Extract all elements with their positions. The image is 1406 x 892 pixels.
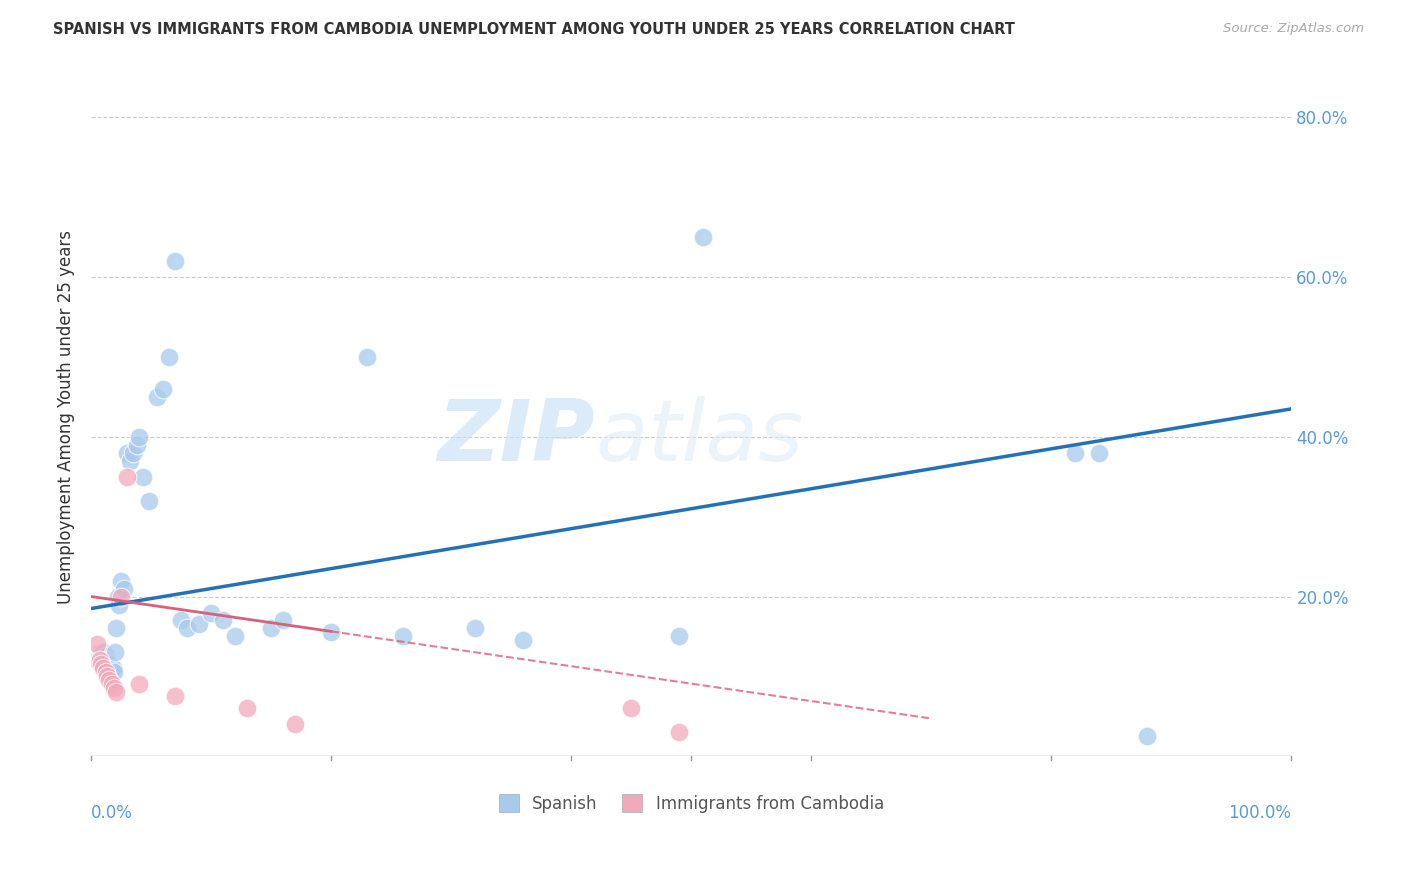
Point	[1088, 446, 1111, 460]
Point	[224, 630, 246, 644]
Point	[692, 230, 714, 244]
Text: atlas: atlas	[595, 396, 803, 479]
Point	[100, 663, 122, 677]
Point	[98, 673, 121, 688]
Point	[165, 690, 187, 704]
Point	[91, 657, 114, 672]
Point	[138, 493, 160, 508]
Point	[128, 430, 150, 444]
Point	[112, 582, 135, 596]
Text: 0.0%: 0.0%	[91, 804, 134, 822]
Point	[284, 717, 307, 731]
Point	[392, 630, 415, 644]
Point	[100, 677, 122, 691]
Point	[96, 653, 118, 667]
Point	[91, 645, 114, 659]
Text: ZIP: ZIP	[437, 396, 595, 479]
Legend: Spanish, Immigrants from Cambodia: Spanish, Immigrants from Cambodia	[489, 784, 894, 822]
Point	[107, 590, 129, 604]
Point	[105, 622, 128, 636]
Point	[122, 446, 145, 460]
Point	[110, 574, 132, 588]
Point	[89, 649, 111, 664]
Point	[94, 665, 117, 680]
Point	[96, 669, 118, 683]
Point	[132, 469, 155, 483]
Point	[103, 665, 125, 680]
Point	[128, 677, 150, 691]
Point	[212, 614, 235, 628]
Point	[271, 614, 294, 628]
Point	[86, 637, 108, 651]
Point	[1064, 446, 1087, 460]
Text: Source: ZipAtlas.com: Source: ZipAtlas.com	[1223, 22, 1364, 36]
Point	[512, 633, 534, 648]
Point	[105, 685, 128, 699]
Point	[157, 350, 180, 364]
Point	[107, 598, 129, 612]
Point	[176, 622, 198, 636]
Point	[115, 446, 138, 460]
Point	[104, 645, 127, 659]
Point	[260, 622, 283, 636]
Point	[110, 590, 132, 604]
Point	[620, 701, 643, 715]
Point	[91, 661, 114, 675]
Point	[118, 454, 141, 468]
Text: SPANISH VS IMMIGRANTS FROM CAMBODIA UNEMPLOYMENT AMONG YOUTH UNDER 25 YEARS CORR: SPANISH VS IMMIGRANTS FROM CAMBODIA UNEM…	[53, 22, 1015, 37]
Point	[165, 254, 187, 268]
Point	[356, 350, 378, 364]
Point	[90, 645, 112, 659]
Point	[188, 617, 211, 632]
Point	[668, 725, 690, 739]
Point	[200, 606, 222, 620]
Point	[125, 438, 148, 452]
Point	[236, 701, 259, 715]
Text: 100.0%: 100.0%	[1229, 804, 1292, 822]
Point	[90, 657, 112, 672]
Point	[98, 661, 121, 675]
Point	[103, 681, 125, 696]
Point	[321, 625, 343, 640]
Point	[98, 657, 121, 672]
Point	[97, 655, 120, 669]
Point	[146, 390, 169, 404]
Point	[152, 382, 174, 396]
Point	[464, 622, 486, 636]
Point	[89, 653, 111, 667]
Point	[101, 661, 124, 675]
Point	[668, 630, 690, 644]
Point	[94, 649, 117, 664]
Point	[170, 614, 193, 628]
Point	[115, 469, 138, 483]
Point	[1136, 729, 1159, 743]
Y-axis label: Unemployment Among Youth under 25 years: Unemployment Among Youth under 25 years	[58, 230, 75, 604]
Point	[86, 653, 108, 667]
